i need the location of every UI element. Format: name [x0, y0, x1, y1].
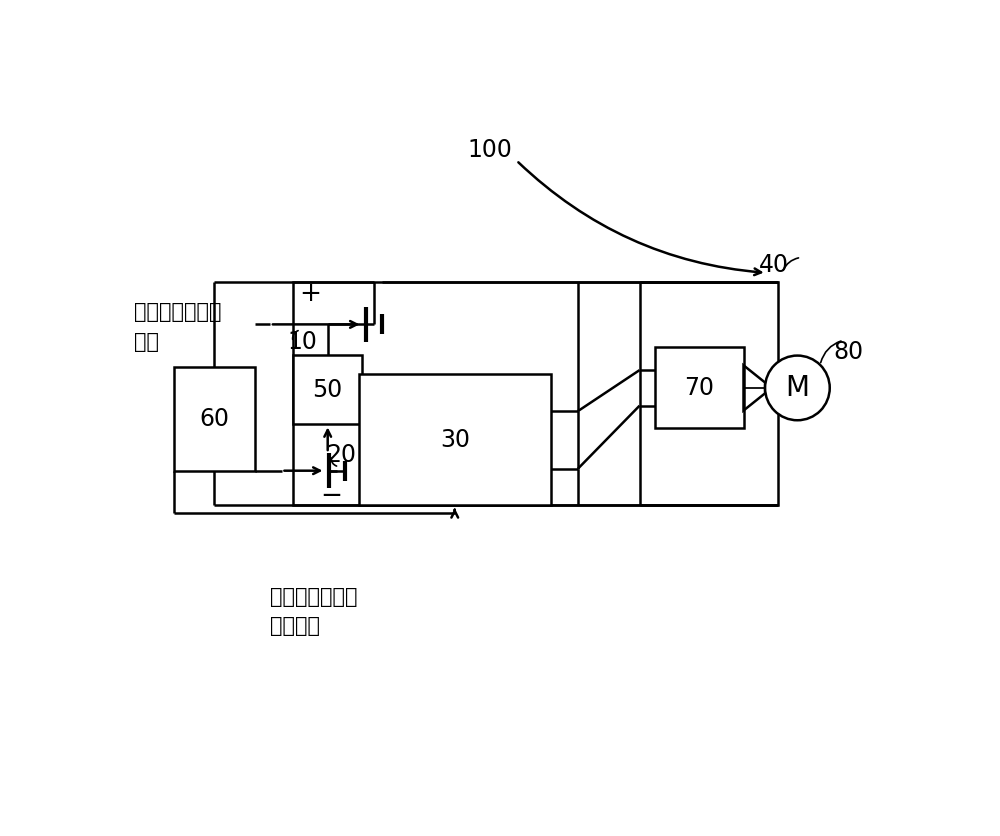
Text: 10: 10: [288, 330, 318, 354]
Bar: [358, 375, 551, 505]
Text: 70: 70: [684, 376, 714, 400]
Text: 20: 20: [326, 443, 356, 467]
Text: +: +: [299, 281, 321, 307]
Bar: [293, 282, 778, 505]
Text: 60: 60: [199, 407, 229, 431]
Text: 40: 40: [759, 253, 789, 277]
Text: M: M: [785, 374, 809, 402]
Bar: [293, 355, 362, 425]
Text: 100: 100: [467, 138, 512, 161]
Text: 30: 30: [440, 428, 470, 452]
Text: 80: 80: [834, 339, 864, 364]
Text: 电池组目标输出
功率: 电池组目标输出 功率: [134, 302, 221, 351]
Bar: [174, 367, 255, 471]
Text: 超级电容组目标
输出功率: 超级电容组目标 输出功率: [270, 587, 357, 636]
Text: −: −: [320, 483, 343, 509]
Bar: [655, 348, 744, 428]
Text: 50: 50: [313, 378, 343, 402]
Circle shape: [765, 355, 830, 421]
